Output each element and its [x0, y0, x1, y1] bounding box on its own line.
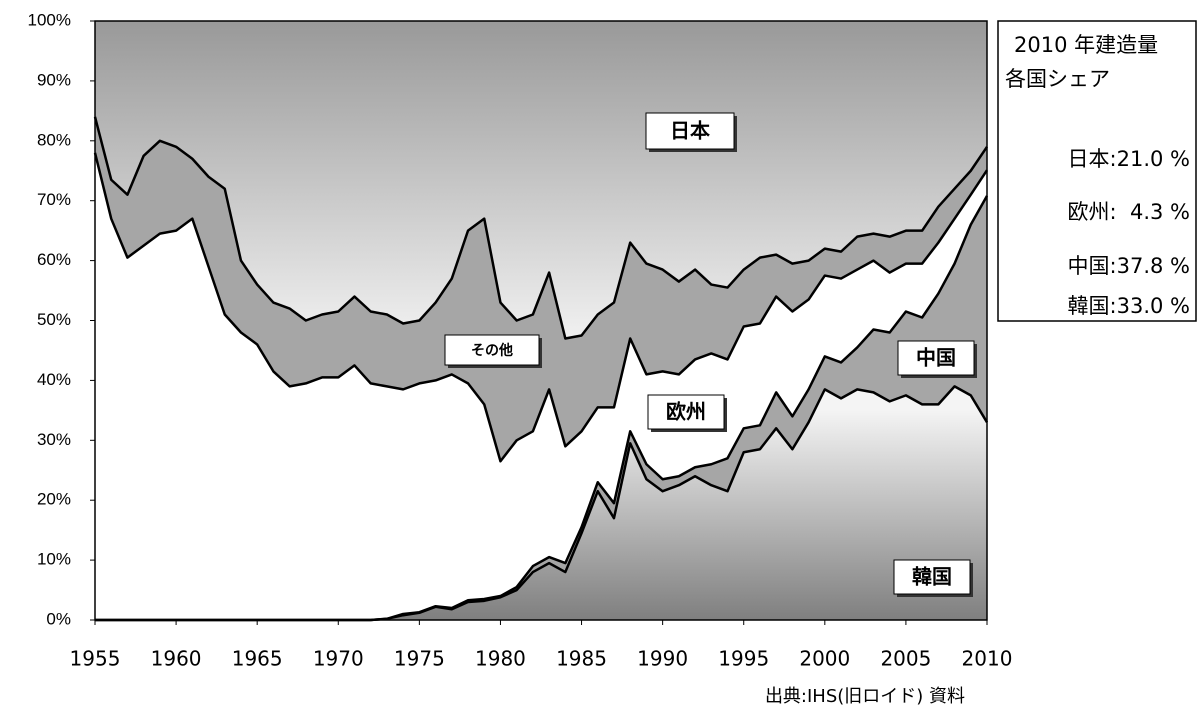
series-label: 日本: [670, 119, 710, 143]
x-tick-label: 1995: [718, 647, 769, 671]
x-tick-label: 1965: [232, 647, 283, 671]
series-label: 中国: [916, 346, 956, 370]
x-tick-label: 1970: [313, 647, 364, 671]
area: [95, 195, 987, 620]
share-row: 中国:37.8 %: [1068, 254, 1190, 278]
y-tick-label: 50%: [37, 310, 71, 329]
x-tick-label: 2000: [799, 647, 850, 671]
y-tick-label: 0%: [46, 609, 71, 628]
label-box: [444, 334, 540, 366]
y-tick-label: 70%: [37, 190, 71, 209]
y-tick-label: 40%: [37, 370, 71, 389]
x-tick-label: 2005: [880, 647, 931, 671]
label-box: [647, 394, 725, 430]
share-box-title: 2010 年建造量: [1014, 33, 1158, 57]
label-box: [897, 340, 975, 376]
source: 出典:IHS(旧ロイド) 資料: [765, 686, 965, 707]
boundary-line: [93, 152, 989, 463]
x-tick-label: 1985: [556, 647, 607, 671]
label-box: [893, 559, 971, 595]
series-label: 欧州: [666, 400, 706, 424]
y-tick-label: 20%: [37, 490, 71, 509]
series-label: 韓国: [912, 565, 952, 589]
boundary-line: [93, 116, 989, 340]
y-tick-label: 100%: [28, 10, 71, 29]
y-tick-label: 30%: [37, 430, 71, 449]
y-tick-label: 60%: [37, 250, 71, 269]
share-row: 韓国:33.0 %: [1068, 294, 1190, 318]
share-row: 日本:21.0 %: [1068, 147, 1190, 171]
y-tick-label: 80%: [37, 130, 71, 149]
label-box: [645, 112, 735, 150]
x-tick-label: 2010: [962, 647, 1013, 671]
area: [95, 116, 987, 462]
x-tick-label: 1980: [475, 647, 526, 671]
share-box-title: 各国シェア: [1005, 67, 1110, 91]
share-row: 欧州: 4.3 %: [1068, 200, 1190, 224]
y-tick-label: 90%: [37, 70, 71, 89]
share-box: [997, 20, 1197, 322]
x-tick-label: 1960: [151, 647, 202, 671]
x-tick-label: 1990: [637, 647, 688, 671]
x-tick-label: 1975: [394, 647, 445, 671]
area: [95, 21, 987, 339]
area: [95, 152, 987, 620]
y-tick-label: 10%: [37, 550, 71, 569]
x-tick-label: 1955: [70, 647, 121, 671]
series-label: その他: [471, 342, 513, 359]
